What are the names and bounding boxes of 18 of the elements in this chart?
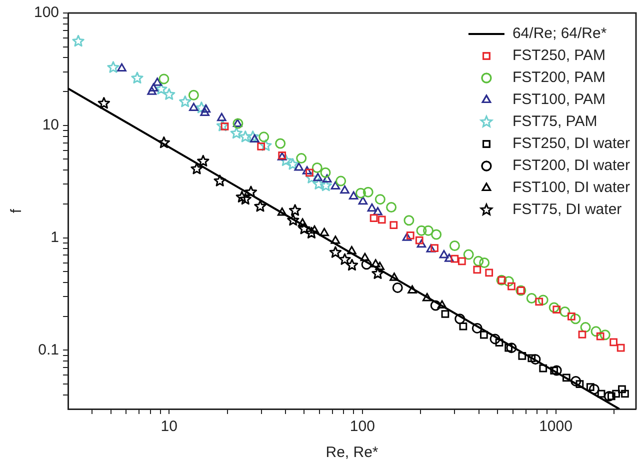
legend-label: FST200, DI water [512,157,630,174]
x-tick-label: 1000 [539,418,572,436]
x-axis-title: Re, Re* [326,444,378,462]
legend-label: FST100, DI water [512,179,630,196]
y-tick-label: 10 [42,116,60,134]
y-axis-title: f [8,208,26,214]
legend-label: FST250, PAM [512,47,606,64]
y-tick-label: 100 [34,4,60,22]
legend-label: FST75, DI water [512,201,622,218]
y-tick-label: 1 [50,228,60,246]
legend-label: FST75, PAM [512,113,598,130]
x-tick-label: 100 [350,418,375,436]
legend-label: FST200, PAM [512,69,606,86]
x-tick-label: 10 [160,418,178,436]
y-tick-label: 0.1 [38,341,60,358]
legend-label: FST250, DI water [512,135,630,152]
legend-label: 64/Re; 64/Re* [512,25,607,42]
legend-label: FST100, PAM [512,91,606,108]
